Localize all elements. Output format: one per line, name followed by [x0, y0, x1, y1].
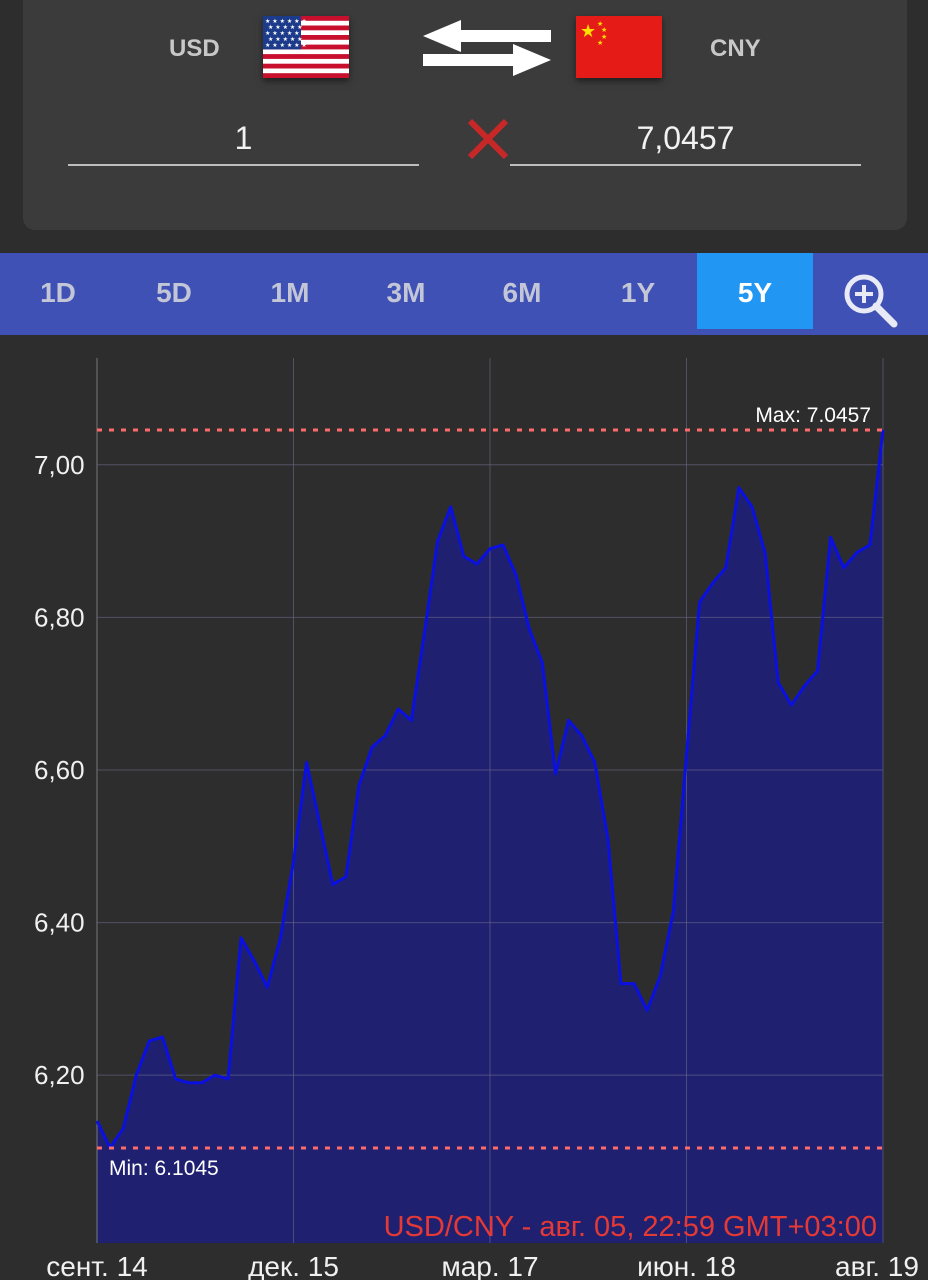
- to-currency-code[interactable]: CNY: [710, 35, 761, 62]
- period-tab-bar: 1D 5D 1M 3M 6M 1Y 5Y: [0, 253, 928, 335]
- tab-1y[interactable]: 1Y: [620, 277, 656, 308]
- to-amount-input[interactable]: 7,0457: [510, 108, 861, 166]
- zoom-in-icon[interactable]: [842, 272, 898, 328]
- swap-arrows-icon[interactable]: [423, 20, 551, 76]
- svg-text:★ ★ ★ ★ ★ ★: ★ ★ ★ ★ ★ ★: [265, 42, 307, 49]
- tab-5y[interactable]: 5Y: [697, 253, 813, 329]
- svg-text:★ ★ ★ ★ ★: ★ ★ ★ ★ ★: [268, 24, 303, 31]
- converter-panel: USD ★ ★ ★ ★ ★ ★ ★ ★ ★ ★ ★ ★ ★ ★ ★ ★ ★ ★ ★ …: [23, 0, 907, 230]
- min-label: Min: 6.1045: [109, 1157, 219, 1180]
- rate-chart[interactable]: 6,20 6,40 6,60 6,80 7,00 сент. 14 дек. 15 мар. …: [0, 340, 928, 1280]
- tab-6m[interactable]: 6M: [502, 277, 542, 308]
- y-tick-label: 6,80: [34, 602, 85, 632]
- y-tick-label: 6,20: [34, 1060, 85, 1090]
- tab-1d[interactable]: 1D: [40, 277, 76, 308]
- svg-text:★: ★: [597, 20, 603, 28]
- x-tick-label: сент. 14: [46, 1251, 147, 1280]
- china-flag-icon[interactable]: ★ ★★ ★★: [576, 16, 662, 78]
- svg-text:★ ★ ★ ★ ★ ★: ★ ★ ★ ★ ★ ★: [265, 18, 307, 25]
- tab-5d[interactable]: 5D: [156, 277, 192, 308]
- y-tick-label: 6,60: [34, 755, 85, 785]
- svg-text:★: ★: [580, 21, 596, 42]
- series-line: [95, 429, 885, 1150]
- from-amount-input[interactable]: 1: [68, 108, 419, 166]
- clear-x-icon[interactable]: [467, 118, 509, 160]
- us-flag-icon[interactable]: ★ ★ ★ ★ ★ ★★ ★ ★ ★ ★ ★ ★ ★ ★ ★ ★★ ★ ★ ★ …: [263, 16, 349, 78]
- x-tick-label: дек. 15: [248, 1251, 339, 1280]
- tab-1m[interactable]: 1M: [270, 277, 310, 308]
- x-tick-label: июн. 18: [637, 1251, 736, 1280]
- y-tick-label: 6,40: [34, 908, 85, 938]
- tab-3m[interactable]: 3M: [386, 277, 426, 308]
- from-currency-code[interactable]: USD: [169, 35, 220, 62]
- x-tick-label: мар. 17: [441, 1251, 538, 1280]
- svg-text:★: ★: [601, 33, 607, 41]
- svg-text:★: ★: [601, 26, 607, 34]
- svg-text:★ ★ ★ ★ ★ ★: ★ ★ ★ ★ ★ ★: [265, 30, 307, 37]
- max-label: Max: 7.0457: [755, 404, 871, 427]
- svg-text:★: ★: [597, 39, 603, 47]
- svg-text:★ ★ ★ ★ ★: ★ ★ ★ ★ ★: [268, 36, 303, 43]
- x-tick-label: авг. 19: [835, 1251, 919, 1280]
- chart-caption: USD/CNY - авг. 05, 22:59 GMT+03:00: [384, 1211, 877, 1243]
- y-tick-label: 7,00: [34, 450, 85, 480]
